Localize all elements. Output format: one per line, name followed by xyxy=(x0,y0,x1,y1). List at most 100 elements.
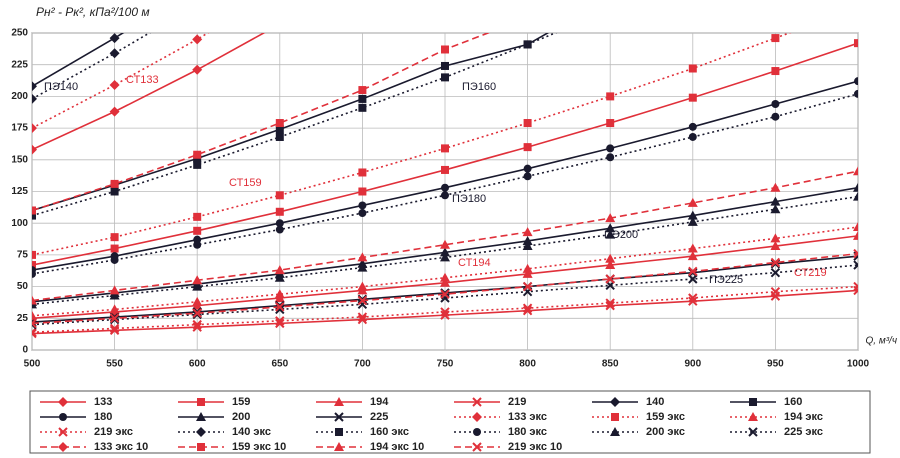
y-tick-label: 100 xyxy=(11,218,28,229)
marker xyxy=(357,262,368,272)
marker xyxy=(275,225,284,234)
annotation: ПЭ140 xyxy=(44,81,78,93)
legend-label: 160 xyxy=(784,396,802,408)
x-tick-label: 800 xyxy=(519,359,536,370)
marker xyxy=(441,144,449,153)
y-tick-label: 0 xyxy=(22,345,28,356)
marker xyxy=(109,290,120,300)
marker xyxy=(59,413,67,421)
legend-label: 194 экс 10 xyxy=(370,441,424,453)
y-tick-label: 175 xyxy=(11,123,28,134)
marker xyxy=(192,281,203,291)
marker xyxy=(441,45,449,54)
marker xyxy=(334,442,344,451)
marker xyxy=(110,233,119,242)
marker xyxy=(771,100,780,109)
marker xyxy=(32,327,37,337)
marker xyxy=(197,398,205,406)
legend-label: 133 экс xyxy=(508,411,547,423)
marker xyxy=(441,191,449,200)
series-line xyxy=(32,264,858,326)
marker xyxy=(192,0,202,10)
marker xyxy=(853,222,858,232)
legend xyxy=(29,390,871,454)
y-tick-label: 50 xyxy=(17,281,29,292)
marker xyxy=(748,427,758,437)
marker xyxy=(472,397,482,407)
marker xyxy=(523,143,532,152)
legend-label: 219 экс 10 xyxy=(508,441,562,453)
marker xyxy=(611,413,619,421)
marker xyxy=(192,64,203,75)
series-line xyxy=(32,33,266,151)
marker xyxy=(853,260,858,270)
y-tick-label: 25 xyxy=(17,313,29,324)
marker xyxy=(523,172,532,181)
marker xyxy=(441,165,449,174)
marker xyxy=(192,319,202,330)
legend-label: 219 xyxy=(508,396,526,408)
marker xyxy=(606,0,614,1)
legend-label: 225 экс xyxy=(784,426,823,438)
chart-title: Pн² - Pк², кПа²/100 м xyxy=(36,5,150,19)
marker xyxy=(441,61,449,70)
annotation: СТ133 xyxy=(126,74,159,86)
marker xyxy=(473,428,481,436)
marker xyxy=(358,94,367,103)
marker xyxy=(109,33,120,44)
marker xyxy=(853,166,858,176)
marker xyxy=(275,302,285,312)
y-tick-label: 125 xyxy=(11,186,28,197)
x-tick-label: 600 xyxy=(189,359,206,370)
marker xyxy=(109,323,120,334)
legend-label: 140 экс xyxy=(232,426,271,438)
annotation: ПЭ225 xyxy=(709,274,743,286)
marker xyxy=(854,77,858,86)
marker xyxy=(605,213,616,223)
annotation: СТ159 xyxy=(229,177,262,189)
marker xyxy=(606,119,615,128)
marker xyxy=(472,412,482,422)
marker xyxy=(58,397,68,407)
marker xyxy=(688,93,697,102)
series-line xyxy=(32,33,558,217)
y-tick-label: 250 xyxy=(11,28,28,39)
marker xyxy=(610,397,620,407)
marker xyxy=(688,122,697,131)
marker xyxy=(358,209,367,218)
marker xyxy=(687,210,698,220)
legend-label: 180 экс xyxy=(508,426,547,438)
marker xyxy=(441,183,449,192)
marker xyxy=(193,212,202,221)
marker xyxy=(688,266,698,277)
marker xyxy=(748,412,758,421)
marker xyxy=(440,293,450,303)
marker xyxy=(440,277,450,287)
y-tick-label: 200 xyxy=(11,91,28,102)
marker xyxy=(192,275,203,285)
marker xyxy=(606,92,615,101)
y-tick-label: 225 xyxy=(11,59,28,70)
marker xyxy=(606,6,614,14)
marker xyxy=(197,443,205,451)
marker xyxy=(32,261,36,270)
marker xyxy=(770,182,781,192)
marker xyxy=(854,4,862,12)
annotation: СТ194 xyxy=(458,257,491,269)
marker xyxy=(358,187,367,196)
x-tick-label: 650 xyxy=(271,359,288,370)
marker xyxy=(193,150,202,159)
marker xyxy=(32,295,37,305)
x-tick-label: 700 xyxy=(354,359,371,370)
marker xyxy=(605,274,615,284)
series-line xyxy=(32,252,858,325)
marker xyxy=(687,251,698,261)
legend-label: 200 экс xyxy=(646,426,685,438)
y-tick-label: 75 xyxy=(17,250,29,261)
marker xyxy=(110,187,119,196)
marker xyxy=(358,86,367,95)
annotation: ПЭ180 xyxy=(452,193,486,205)
legend-label: 140 xyxy=(646,396,664,408)
marker xyxy=(472,442,482,452)
marker xyxy=(687,197,698,207)
